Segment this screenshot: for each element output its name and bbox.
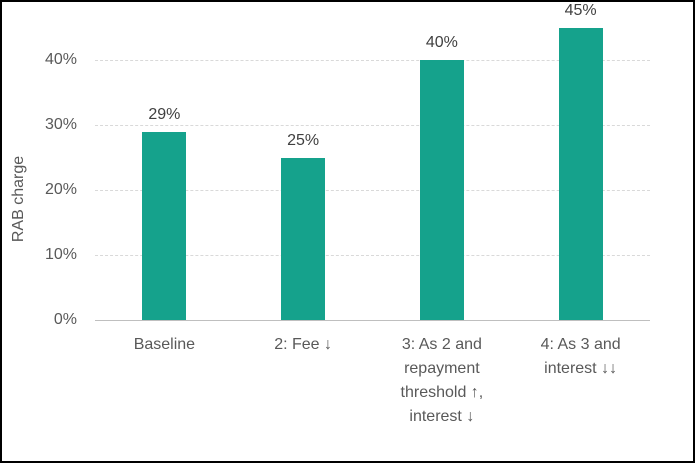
y-gridline: [95, 60, 650, 61]
y-gridline: [95, 255, 650, 256]
y-gridline: [95, 190, 650, 191]
bar-4: [558, 27, 603, 320]
bar-3: [419, 60, 464, 320]
y-tick-label: 20%: [44, 181, 77, 198]
y-gridline: [95, 125, 650, 126]
data-label: 29%: [148, 105, 181, 123]
data-label: 40%: [425, 34, 458, 51]
data-label: 25%: [287, 131, 320, 149]
y-tick-label: 40%: [44, 51, 77, 68]
x-category-label: 3: As 2 and repayment threshold ↑, inter…: [400, 336, 484, 425]
bar-1: [142, 131, 187, 320]
x-category-label: Baseline: [133, 336, 196, 353]
y-tick-label: 10%: [44, 246, 77, 263]
y-tick-label: 30%: [44, 116, 77, 133]
x-axis-line: [95, 320, 650, 321]
data-label: 45%: [564, 1, 597, 19]
y-tick-label: 0%: [53, 311, 77, 328]
x-category-label: 4: As 3 and interest ↓↓: [540, 336, 621, 377]
bar-2: [281, 157, 326, 320]
x-category-label: 2: Fee ↓: [274, 336, 333, 353]
